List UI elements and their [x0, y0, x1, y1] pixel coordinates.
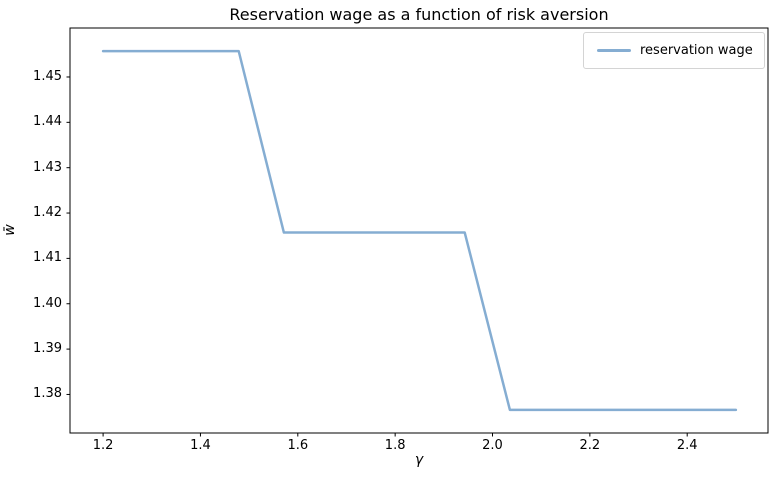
- x-tick-label: 1.4: [190, 438, 211, 453]
- x-tick-label: 1.2: [92, 438, 114, 453]
- legend-line-sample: [597, 49, 631, 52]
- x-tick-label: 2.2: [579, 438, 601, 453]
- x-tick-label: 2.4: [676, 438, 698, 453]
- x-tick-label: 1.6: [287, 438, 309, 453]
- y-tick-label: 1.39: [33, 341, 62, 357]
- y-axis-label: w̄: [2, 224, 18, 236]
- y-tick-label: 1.45: [33, 68, 62, 84]
- legend: reservation wage: [583, 32, 765, 69]
- y-tick-label: 1.43: [33, 159, 62, 175]
- x-tick-label: 2.0: [482, 438, 503, 453]
- plot-elements: [66, 27, 769, 437]
- y-tick-label: 1.44: [33, 114, 62, 130]
- series-line-reservation-wage: [101, 49, 738, 412]
- chart-title: Reservation wage as a function of risk a…: [229, 5, 609, 24]
- y-tick-label: 1.42: [33, 205, 62, 221]
- x-tick-label: 1.8: [384, 438, 406, 453]
- legend-label: reservation wage: [640, 43, 753, 58]
- axes-spines: [69, 27, 769, 434]
- y-tick-label: 1.41: [33, 250, 62, 266]
- x-axis-label: γ: [414, 452, 424, 468]
- y-tick-label: 1.38: [33, 386, 62, 402]
- y-tick-label: 1.40: [33, 295, 62, 311]
